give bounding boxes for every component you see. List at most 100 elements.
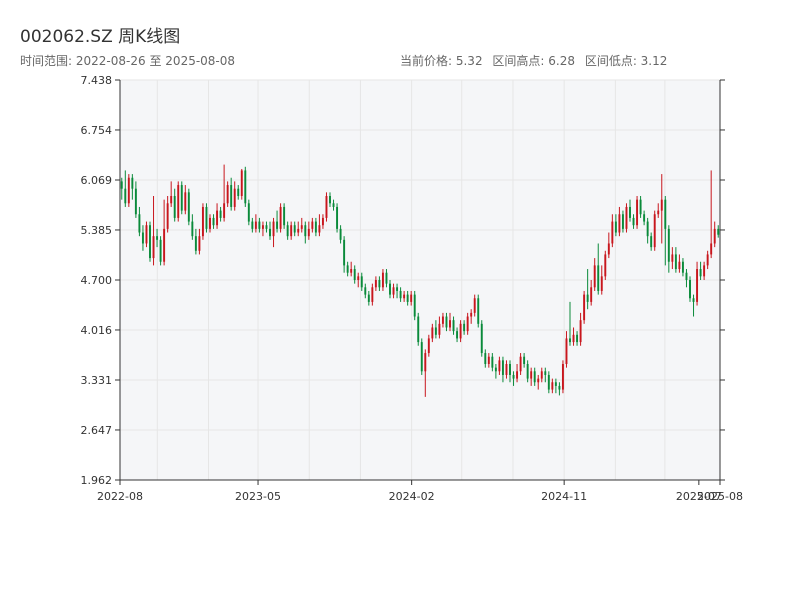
candle (466, 312, 469, 335)
candle-body (173, 195, 176, 218)
candle (392, 283, 395, 299)
candle-body (706, 254, 709, 266)
x-tick-label: 2025-07 (676, 490, 722, 503)
candle-body (223, 203, 226, 218)
candle-body (417, 316, 420, 343)
candle (621, 210, 624, 233)
candle-body (261, 225, 264, 229)
candle-body (156, 236, 159, 240)
candle (660, 174, 663, 244)
candle (710, 170, 713, 259)
candle (459, 320, 462, 343)
candle-body (124, 188, 127, 204)
candle-body (523, 356, 526, 365)
candle-body (191, 221, 194, 237)
candle (445, 312, 448, 332)
y-tick-label: 6.754 (81, 124, 113, 137)
candle (639, 195, 642, 218)
candle-body (533, 371, 536, 383)
candle (600, 265, 603, 295)
candle-body (378, 280, 381, 288)
candle-body (696, 269, 699, 302)
candle-body (307, 228, 310, 237)
candle-body (674, 254, 677, 270)
candle-body (120, 181, 123, 189)
candle-body (258, 221, 261, 229)
candle-body (586, 294, 589, 302)
candle (314, 217, 317, 237)
candle (667, 225, 670, 273)
candle (180, 181, 183, 215)
candle-body (247, 203, 250, 222)
candle (438, 316, 441, 339)
candle (230, 177, 233, 211)
candle-body (639, 199, 642, 215)
range-high: 区间高点: 6.28 (492, 54, 575, 68)
candle (417, 312, 420, 346)
candle (166, 195, 169, 233)
candle-body (590, 287, 593, 302)
candle (597, 243, 600, 295)
candle (501, 356, 504, 383)
candle-body (703, 265, 706, 277)
candle (653, 210, 656, 251)
candle (367, 290, 370, 306)
candle (551, 378, 554, 394)
candle-body (166, 203, 169, 229)
candle (449, 312, 451, 332)
candle (480, 320, 483, 357)
candle (403, 290, 406, 302)
candle-body (219, 210, 222, 218)
candle (611, 214, 614, 248)
candle (385, 269, 388, 288)
candle (590, 280, 593, 306)
current-price: 当前价格: 5.32 (400, 54, 483, 68)
candle-body (403, 294, 406, 299)
candle-body (251, 221, 254, 229)
candle-body (177, 185, 180, 218)
candle-body (290, 225, 293, 237)
candle (703, 261, 706, 280)
candle-body (646, 221, 649, 237)
candle-body (357, 276, 360, 280)
x-tick-label: 2024-02 (389, 490, 435, 503)
x-tick-label: 2024-11 (541, 490, 587, 503)
candle (297, 221, 300, 237)
candle (254, 214, 257, 233)
candle-body (406, 294, 409, 302)
candle (247, 199, 250, 226)
candle (558, 382, 561, 396)
candle (141, 225, 144, 251)
candle (272, 217, 275, 248)
candle (420, 338, 423, 375)
candle (650, 232, 653, 251)
candle (424, 349, 427, 397)
candle (198, 228, 201, 255)
candle-body (660, 199, 663, 211)
candle-body (717, 228, 720, 235)
candle-body (667, 228, 670, 262)
candle-body (360, 276, 363, 288)
candle (293, 221, 296, 237)
candle-body (565, 338, 568, 365)
candle-body (456, 331, 459, 339)
candle-body (604, 254, 607, 277)
candle (279, 203, 282, 233)
candle (318, 214, 321, 237)
candle-body (681, 261, 684, 273)
candles (120, 164, 720, 397)
candle (201, 203, 204, 240)
candle-body (374, 280, 377, 288)
candle (346, 261, 349, 277)
candle (269, 221, 271, 240)
candle-body (152, 236, 155, 259)
candle (265, 221, 268, 233)
candle (706, 250, 709, 270)
candle (547, 371, 550, 394)
candle (717, 225, 720, 238)
candle-body (134, 188, 137, 215)
candle-body (381, 272, 384, 288)
candle-body (685, 272, 688, 280)
candle (674, 247, 677, 273)
candle-body (491, 356, 494, 368)
